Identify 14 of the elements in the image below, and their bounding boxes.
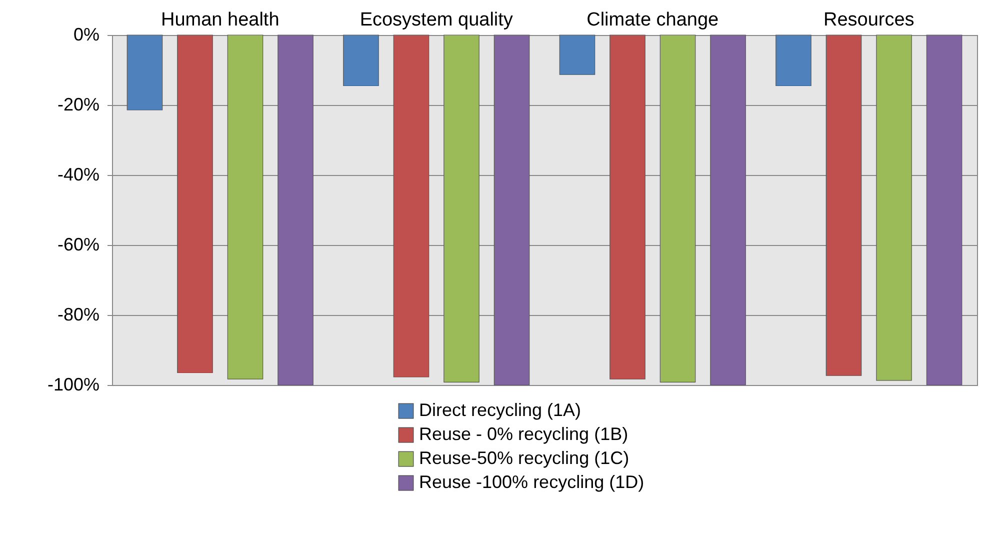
y-tick-label: -60% xyxy=(57,234,100,254)
legend-label: Direct recycling (1A) xyxy=(419,400,582,420)
legend-label: Reuse -100% recycling (1D) xyxy=(419,472,644,492)
y-tick-label: -100% xyxy=(47,374,100,394)
y-tick-label: -20% xyxy=(57,94,100,114)
x-tick-label: Climate change xyxy=(586,10,719,30)
x-tick-label: Ecosystem quality xyxy=(360,10,514,30)
x-tick-label: Resources xyxy=(823,10,914,30)
legend-label: Reuse-50% recycling (1C) xyxy=(419,448,630,468)
legend-label: Reuse - 0% recycling (1B) xyxy=(419,424,628,444)
y-tick-label: 0% xyxy=(73,24,100,44)
y-tick-label: -80% xyxy=(57,304,100,324)
x-tick-label: Human health xyxy=(160,10,280,30)
y-tick-label: -40% xyxy=(57,164,100,184)
